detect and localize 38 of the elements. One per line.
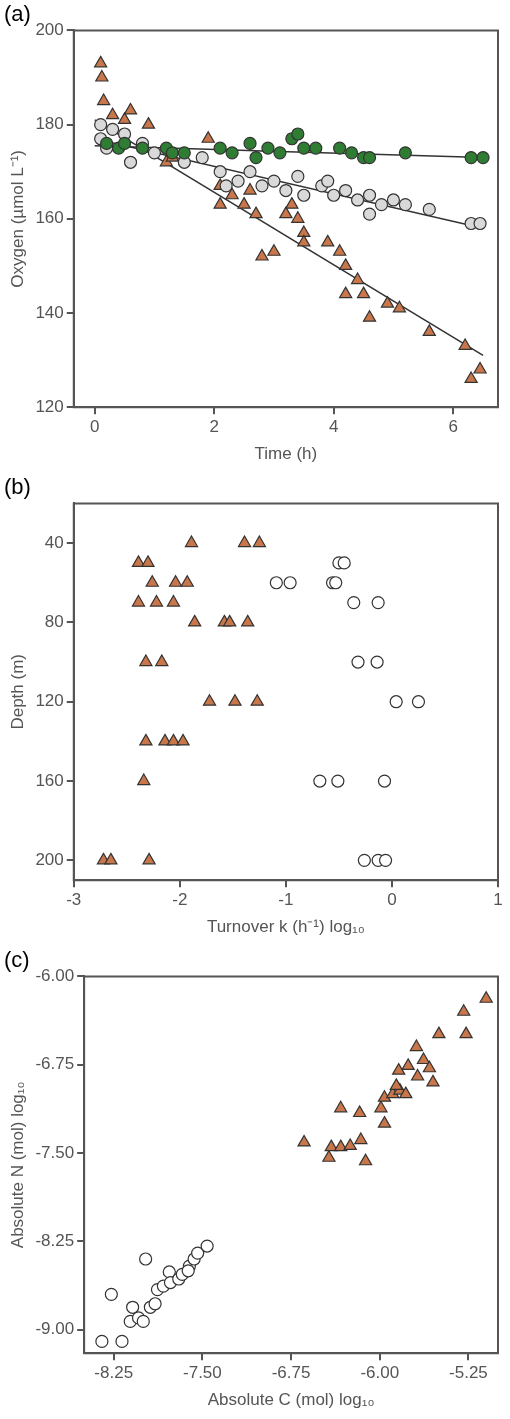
x-axis-title: Time (h) <box>254 444 318 464</box>
y-tick-label: -6.00 <box>35 966 75 986</box>
y-tick-label: -8.25 <box>35 1231 75 1251</box>
x-tick-label: 0 <box>387 890 397 910</box>
chart-title: (a) <box>4 1 31 27</box>
x-tick-label: 0 <box>89 417 100 437</box>
y-tick-label: 160 <box>35 770 64 790</box>
chart-title: (c) <box>4 947 30 973</box>
x-tick-label: -5.25 <box>449 1363 488 1383</box>
y-tick-label: 80 <box>44 612 64 632</box>
x-tick-label: -3 <box>66 890 82 910</box>
y-tick-label: 200 <box>35 20 64 40</box>
x-tick-label: 1 <box>493 890 503 910</box>
y-tick-label: 200 <box>35 850 64 870</box>
y-tick-label: -9.00 <box>35 1319 75 1339</box>
y-axis-title: Absolute N (mol) log₁₀ <box>7 1081 27 1249</box>
x-tick-label: -7.50 <box>183 1363 222 1383</box>
x-tick-label: -1 <box>278 890 294 910</box>
y-tick-label: 140 <box>35 302 64 322</box>
x-tick-label: -2 <box>172 890 188 910</box>
y-tick-label: 40 <box>44 532 64 552</box>
x-tick-label: 6 <box>448 417 458 437</box>
chart-title: (b) <box>4 474 31 500</box>
y-axis-title: Depth (m) <box>7 654 27 730</box>
x-tick-label: -6.75 <box>271 1363 311 1383</box>
y-axis-title: Oxygen (µmol L⁻¹) <box>7 149 27 288</box>
y-tick-label: 160 <box>35 208 64 228</box>
x-tick-label: -6.00 <box>360 1363 400 1383</box>
x-tick-label: -8.25 <box>94 1363 134 1383</box>
x-axis-title: Absolute C (mol) log₁₀ <box>207 1390 375 1410</box>
y-tick-label: -6.75 <box>35 1054 75 1074</box>
x-axis-title: Turnover k (h⁻¹) log₁₀ <box>206 917 365 937</box>
y-tick-label: 180 <box>35 114 64 134</box>
x-tick-label: 2 <box>209 417 219 437</box>
y-tick-label: 120 <box>35 396 64 416</box>
y-tick-label: -7.50 <box>35 1142 75 1162</box>
x-tick-label: 4 <box>328 417 339 437</box>
y-tick-label: 120 <box>35 691 64 711</box>
